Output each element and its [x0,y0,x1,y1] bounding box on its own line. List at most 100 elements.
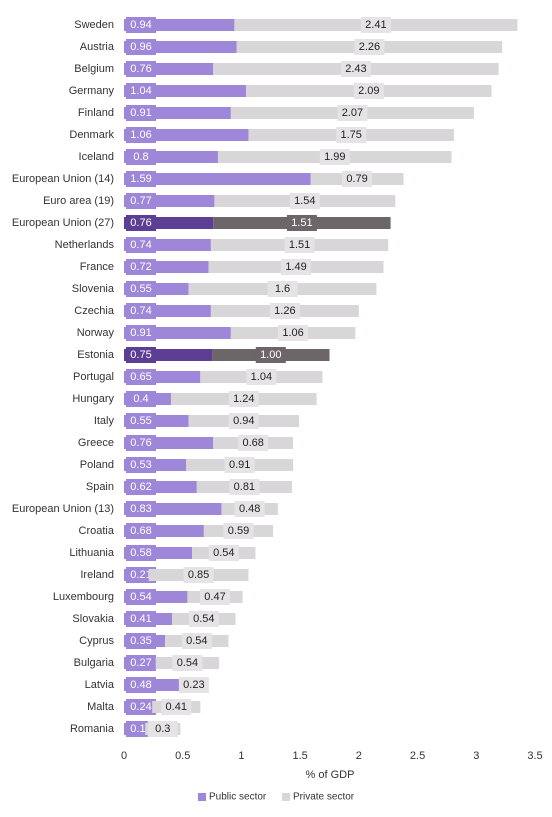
value-label: 0.47 [204,591,225,603]
y-tick-label: Sweden [74,19,114,31]
value-label: 0.48 [239,503,260,515]
y-tick-label: Slovenia [72,283,115,295]
value-label: 2.43 [345,63,366,75]
value-label-box [126,391,156,407]
y-tick-label: European Union (13) [12,503,114,515]
value-label: 0.65 [130,371,151,383]
value-label: 0.54 [193,613,214,625]
value-label: 1.51 [289,239,310,251]
value-label-box [228,413,259,429]
x-tick-label: 2.5 [410,750,425,762]
value-label-box [269,303,300,319]
x-tick-label: 1 [238,750,244,762]
y-tick-label: Greece [78,437,114,449]
y-tick-label: Bulgaria [74,657,115,669]
value-label: 2.41 [365,19,386,31]
value-label: 0.94 [233,415,254,427]
value-label-box [208,545,239,561]
value-label: 0.59 [228,525,249,537]
y-tick-label: Hungary [72,393,114,405]
x-tick-label: 1.5 [292,750,307,762]
value-label-box [178,677,209,693]
y-tick-label: Croatia [79,525,115,537]
value-label-box [126,149,156,165]
value-label: 0.76 [130,437,151,449]
value-label-box [267,281,298,297]
value-label-box [181,633,212,649]
value-label: 1.6 [275,283,290,295]
x-tick-label: 0.5 [175,750,190,762]
value-label: 1.00 [260,349,281,361]
value-label-box [284,237,315,253]
value-label-box [126,435,156,451]
value-label: 1.06 [282,327,303,339]
value-label-box [286,215,317,231]
value-label-box [126,347,156,363]
y-tick-label: Portugal [73,371,114,383]
x-tick-label: 3.5 [527,750,542,762]
y-tick-label: Euro area (19) [43,195,114,207]
value-label-box [126,303,156,319]
value-label-box [319,149,350,165]
value-label: 0.55 [130,283,151,295]
value-label: 2.07 [342,107,363,119]
value-label-box [172,655,203,671]
value-label-box [126,171,156,187]
value-label-box [126,677,156,693]
value-label-box [126,413,156,429]
value-label: 0.94 [130,19,151,31]
value-label-box [183,567,214,583]
value-label-box [234,501,265,517]
value-label-box [126,545,156,561]
value-label: 2.09 [358,85,379,97]
value-label-box [223,523,254,539]
value-label: 0.75 [130,349,151,361]
value-label: 0.35 [130,635,151,647]
value-label: 0.54 [177,657,198,669]
value-label-box [224,457,255,473]
y-tick-label: Spain [86,481,114,493]
value-label: 0.77 [130,195,151,207]
value-label: 1.54 [294,195,315,207]
value-label: 1.75 [341,129,362,141]
value-label-box [126,17,156,33]
value-label: 1.51 [291,217,312,229]
value-label-box [289,193,320,209]
value-label-box [342,171,373,187]
value-label-box [126,61,156,77]
value-label-box [278,325,309,341]
y-tick-label: Italy [94,415,115,427]
value-label: 0.54 [130,591,151,603]
legend-swatch [198,793,206,801]
value-label: 0.76 [130,217,151,229]
value-label: 0.54 [213,547,234,559]
value-label: 0.79 [346,173,367,185]
value-label-box [126,501,156,517]
value-label-box [360,17,391,33]
value-label: 0.91 [229,459,250,471]
value-label: 0.54 [186,635,207,647]
value-label: 1.04 [130,85,151,97]
value-label: 0.53 [130,459,151,471]
value-label: 0.23 [183,679,204,691]
value-label: 0.74 [130,305,151,317]
y-tick-label: Belgium [74,63,114,75]
x-tick-label: 0 [121,750,127,762]
y-tick-label: Iceland [79,151,114,163]
value-label: 0.91 [130,107,151,119]
value-label: 0.8 [133,151,148,163]
value-label-box [126,457,156,473]
x-axis-title: % of GDP [306,769,355,781]
value-label-box [126,39,156,55]
value-label: 0.76 [130,63,151,75]
value-label: 1.06 [130,129,151,141]
y-tick-label: Romania [70,723,115,735]
y-tick-label: Cyprus [79,635,114,647]
x-tick-label: 2 [356,750,362,762]
value-label-box [353,83,384,99]
value-label-box [200,589,231,605]
value-label-box [126,611,156,627]
value-label-box [354,39,385,55]
value-label-box [126,259,156,275]
